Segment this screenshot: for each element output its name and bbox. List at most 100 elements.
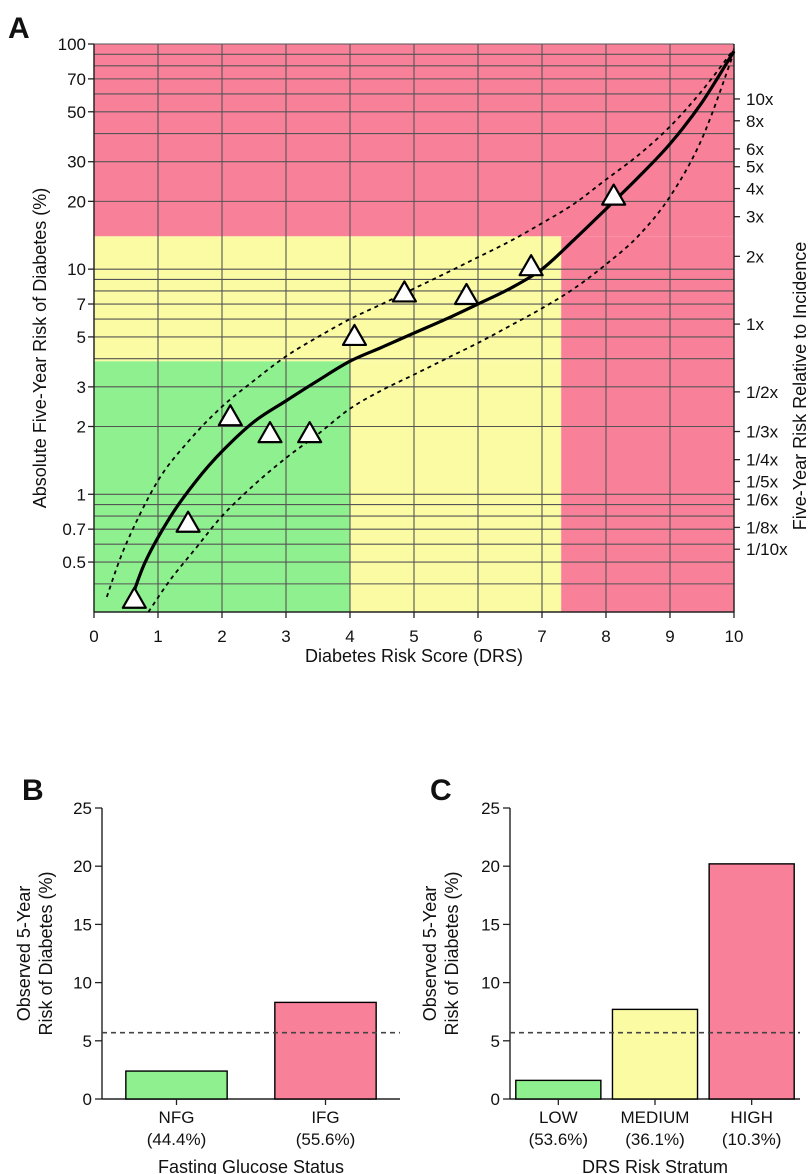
triangle-marker bbox=[518, 254, 544, 277]
category-percent: (53.6%) bbox=[529, 1130, 589, 1149]
y-tick-label: 70 bbox=[67, 70, 86, 89]
x-tick-label: 1 bbox=[153, 627, 162, 646]
category-percent: (10.3%) bbox=[722, 1130, 782, 1149]
x-tick-label: 3 bbox=[281, 627, 290, 646]
x-tick-label: 9 bbox=[665, 627, 674, 646]
x-tick-label: 0 bbox=[89, 627, 98, 646]
y2-tick-label: 3x bbox=[746, 208, 764, 227]
category-label: MEDIUM bbox=[621, 1108, 690, 1127]
panel-label-c: C bbox=[430, 774, 452, 807]
triangle-marker bbox=[297, 421, 323, 444]
category-percent: (36.1%) bbox=[625, 1130, 685, 1149]
x-tick-label: 8 bbox=[601, 627, 610, 646]
triangle-marker bbox=[121, 586, 147, 609]
y-tick-label: 5 bbox=[77, 328, 86, 347]
bar-ifg bbox=[274, 1001, 377, 1100]
y-tick-label: 7 bbox=[77, 295, 86, 314]
x-tick-label: 5 bbox=[409, 627, 418, 646]
region-yellow bbox=[94, 236, 562, 362]
y2-tick-label: 1x bbox=[746, 315, 764, 334]
y-tick-label: 20 bbox=[481, 857, 500, 876]
y2-tick-label: 1/8x bbox=[746, 518, 779, 537]
confidence-bound-curve bbox=[147, 51, 735, 613]
y2-tick-label: 5x bbox=[746, 158, 764, 177]
y-tick-label: 1 bbox=[77, 485, 86, 504]
x-tick-label: 4 bbox=[345, 627, 354, 646]
y-axis-label-line: Observed 5-Year bbox=[420, 886, 440, 1021]
triangle-marker bbox=[391, 280, 417, 303]
y-tick-label: 2 bbox=[77, 418, 86, 437]
confidence-bound-curve bbox=[105, 48, 735, 598]
triangle-marker bbox=[217, 404, 243, 427]
y2-tick-label: 1/2x bbox=[746, 383, 779, 402]
region-red bbox=[561, 236, 734, 612]
y-axis-label-line: Risk of Diabetes (%) bbox=[36, 871, 56, 1035]
y-tick-label: 5 bbox=[83, 1032, 92, 1051]
category-label: LOW bbox=[539, 1108, 578, 1127]
y2-tick-label: 8x bbox=[746, 112, 764, 131]
y2-tick-label: 10x bbox=[746, 90, 774, 109]
fitted-curve bbox=[127, 50, 736, 607]
y-tick-label: 0.7 bbox=[62, 520, 86, 539]
y2-tick-label: 1/10x bbox=[746, 540, 788, 559]
y2-tick-label: 2x bbox=[746, 247, 764, 266]
y-tick-label: 100 bbox=[58, 35, 86, 54]
y-tick-label: 10 bbox=[481, 974, 500, 993]
y-tick-label: 20 bbox=[67, 192, 86, 211]
y-axis-label-line: Risk of Diabetes (%) bbox=[442, 871, 462, 1035]
y2-tick-label: 1/3x bbox=[746, 423, 779, 442]
triangle-marker bbox=[601, 183, 627, 206]
y-tick-label: 25 bbox=[481, 799, 500, 818]
y-tick-label: 3 bbox=[77, 378, 86, 397]
bar-low bbox=[515, 1079, 602, 1100]
y2-axis-label: Five-Year Risk Relative to Incidence bbox=[790, 242, 808, 530]
panel-b: 0 5 10 15 20 25 NFG (44.4%) IFG (55.6%) Fasting Gl… bbox=[14, 774, 400, 1174]
y-tick-label: 5 bbox=[491, 1032, 500, 1051]
panel-a: 0 1 2 3 4 5 6 7 8 9 10 0.5 0.7 1 2 3 5 7 10 20 30 50 70 100 10x 8… bbox=[8, 12, 808, 666]
y2-tick-label: 4x bbox=[746, 180, 764, 199]
panel-label-a: A bbox=[8, 12, 30, 45]
y-tick-label: 15 bbox=[481, 915, 500, 934]
y-tick-label: 50 bbox=[67, 103, 86, 122]
y-axis-label: Observed 5-Year Risk of Diabetes (%) bbox=[420, 871, 462, 1035]
category-percent: (55.6%) bbox=[296, 1130, 356, 1149]
y-tick-label: 0 bbox=[491, 1090, 500, 1109]
y2-tick-label: 1/5x bbox=[746, 472, 779, 491]
panel-label-b: B bbox=[22, 774, 44, 807]
bar-high bbox=[708, 863, 795, 1100]
y-tick-label: 30 bbox=[67, 153, 86, 172]
y2-tick-label: 1/6x bbox=[746, 490, 779, 509]
category-percent: (44.4%) bbox=[147, 1130, 207, 1149]
y-axis-label: Observed 5-Year Risk of Diabetes (%) bbox=[14, 871, 56, 1035]
y-tick-label: 10 bbox=[73, 974, 92, 993]
panel-c: 0 5 10 15 20 25 LOW (53.6%) MEDIUM (36.1%) HIGH (10… bbox=[420, 774, 800, 1174]
triangle-marker bbox=[175, 510, 201, 533]
x-axis-label: DRS Risk Stratum bbox=[582, 1157, 728, 1174]
y2-tick-label: 6x bbox=[746, 140, 764, 159]
y-axis-label: Absolute Five-Year Risk of Diabetes (%) bbox=[30, 188, 50, 508]
y-tick-label: 0 bbox=[83, 1090, 92, 1109]
x-tick-label: 10 bbox=[725, 627, 744, 646]
category-label: HIGH bbox=[730, 1108, 773, 1127]
y-tick-label: 10 bbox=[67, 260, 86, 279]
y2-tick-label: 1/4x bbox=[746, 451, 779, 470]
bar-medium bbox=[611, 1008, 699, 1100]
y-tick-label: 15 bbox=[73, 915, 92, 934]
x-tick-label: 7 bbox=[537, 627, 546, 646]
y-tick-label: 20 bbox=[73, 857, 92, 876]
bar-nfg bbox=[125, 1070, 228, 1100]
triangle-marker bbox=[341, 323, 368, 347]
x-axis-label: Diabetes Risk Score (DRS) bbox=[305, 646, 523, 666]
category-label: IFG bbox=[311, 1108, 339, 1127]
triangle-marker bbox=[453, 282, 480, 306]
category-label: NFG bbox=[159, 1108, 195, 1127]
y-tick-label: 0.5 bbox=[62, 553, 86, 572]
x-axis-label: Fasting Glucose Status bbox=[158, 1157, 344, 1174]
region-yellow bbox=[350, 361, 562, 612]
triangle-marker bbox=[257, 421, 283, 444]
x-tick-label: 2 bbox=[217, 627, 226, 646]
x-tick-label: 6 bbox=[473, 627, 482, 646]
y-axis-label-line: Observed 5-Year bbox=[14, 886, 34, 1021]
y-tick-label: 25 bbox=[73, 799, 92, 818]
